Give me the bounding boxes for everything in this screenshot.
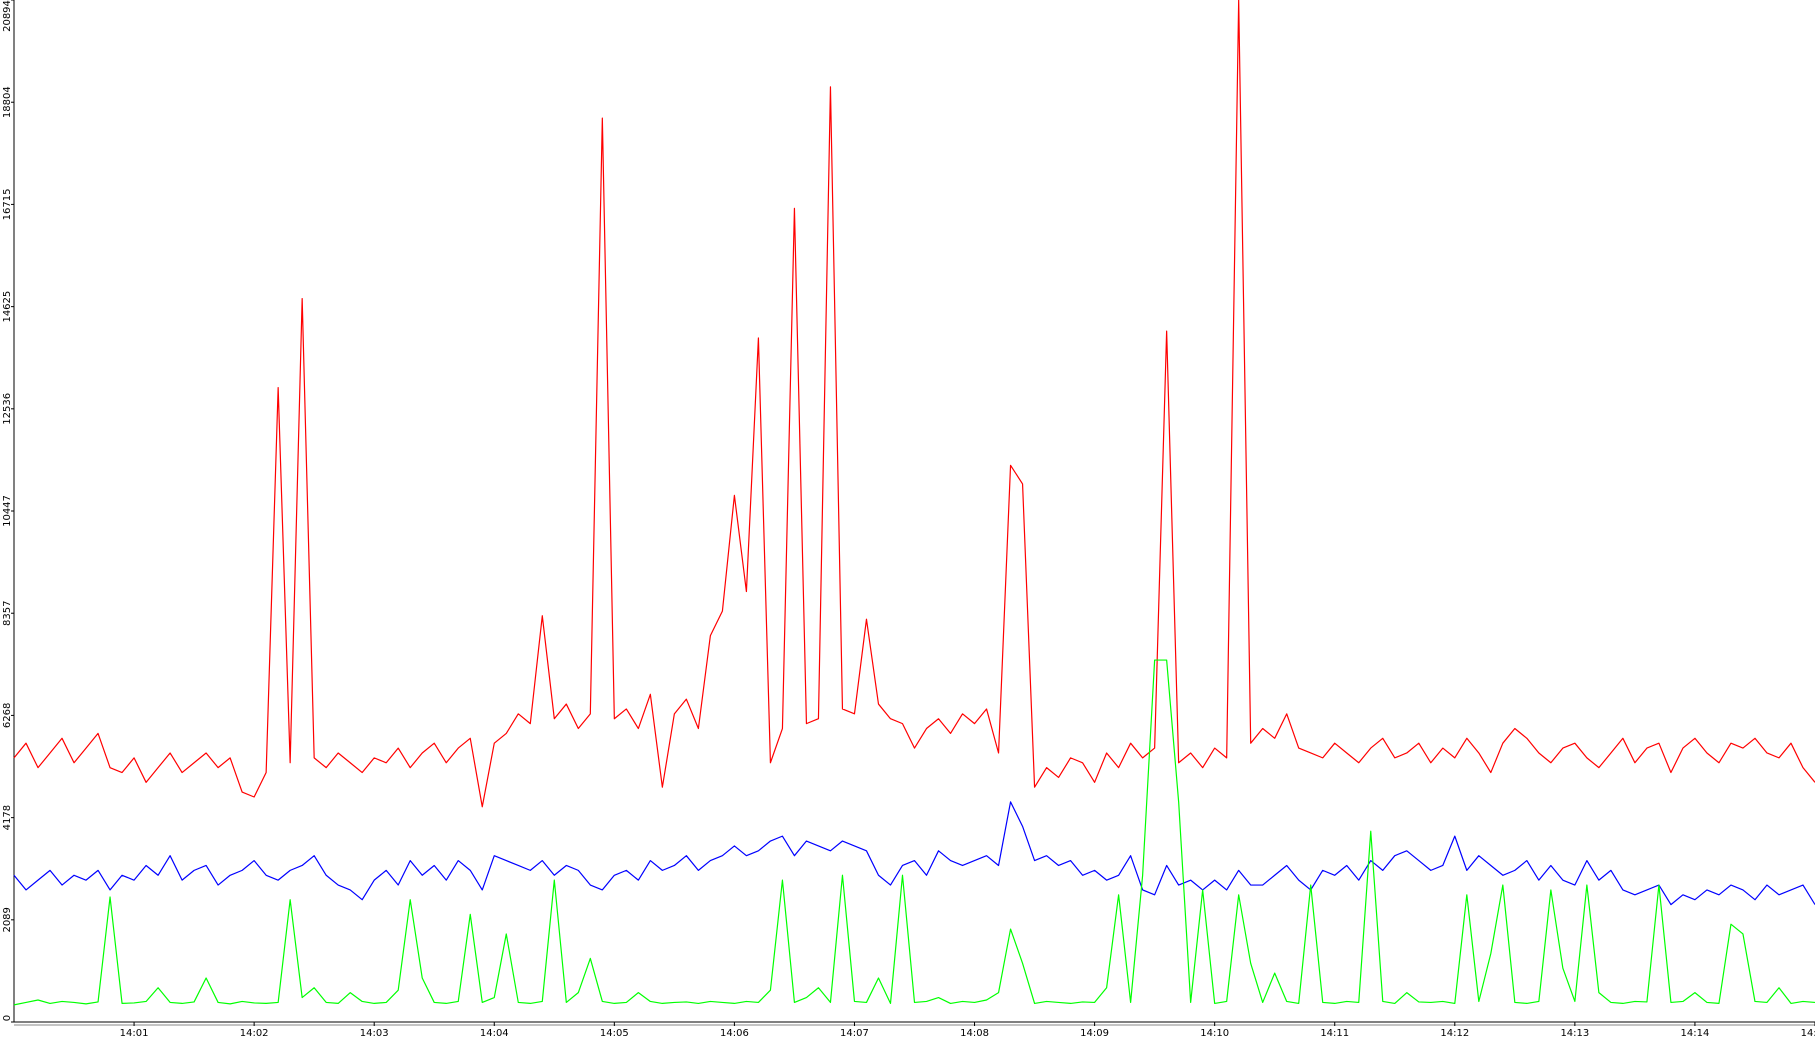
x-tick-label: 14:14 [1681, 1028, 1710, 1039]
series-line [13, 659, 1815, 1006]
y-tick-label: 18804 [2, 86, 13, 118]
x-tick-label: 14:07 [840, 1028, 869, 1039]
x-tick-label: 14:06 [720, 1028, 749, 1039]
series-line [13, 0, 1815, 808]
x-tick-label: 14:12 [1440, 1028, 1469, 1039]
x-tick-label: 14:02 [240, 1028, 269, 1039]
y-tick-label: 12536 [2, 393, 13, 425]
x-tick-label: 14:10 [1200, 1028, 1229, 1039]
y-tick-label: 20894 [2, 0, 13, 32]
y-tick-label: 2089 [2, 907, 13, 932]
x-tick-label: 14:04 [480, 1028, 509, 1039]
series-line [13, 801, 1815, 906]
x-tick-label: 14:13 [1560, 1028, 1589, 1039]
x-tick-label: 14:01 [120, 1028, 149, 1039]
x-tick-label: 14:03 [360, 1028, 389, 1039]
x-tick-label: 14:11 [1320, 1028, 1349, 1039]
y-tick-label: 4178 [2, 805, 13, 830]
x-tick-label: 14:05 [600, 1028, 629, 1039]
y-tick-label: 16715 [2, 189, 13, 221]
y-tick-label: 6268 [2, 703, 13, 728]
y-tick-label: 10447 [2, 495, 13, 527]
y-tick-label: 14625 [2, 291, 13, 323]
y-tick-label: 0 [2, 1015, 13, 1021]
x-tick-label: 14:15 [1801, 1028, 1815, 1039]
y-tick-label: 8357 [2, 601, 13, 626]
x-tick-label: 14:08 [960, 1028, 989, 1039]
x-tick-label: 14:09 [1080, 1028, 1109, 1039]
